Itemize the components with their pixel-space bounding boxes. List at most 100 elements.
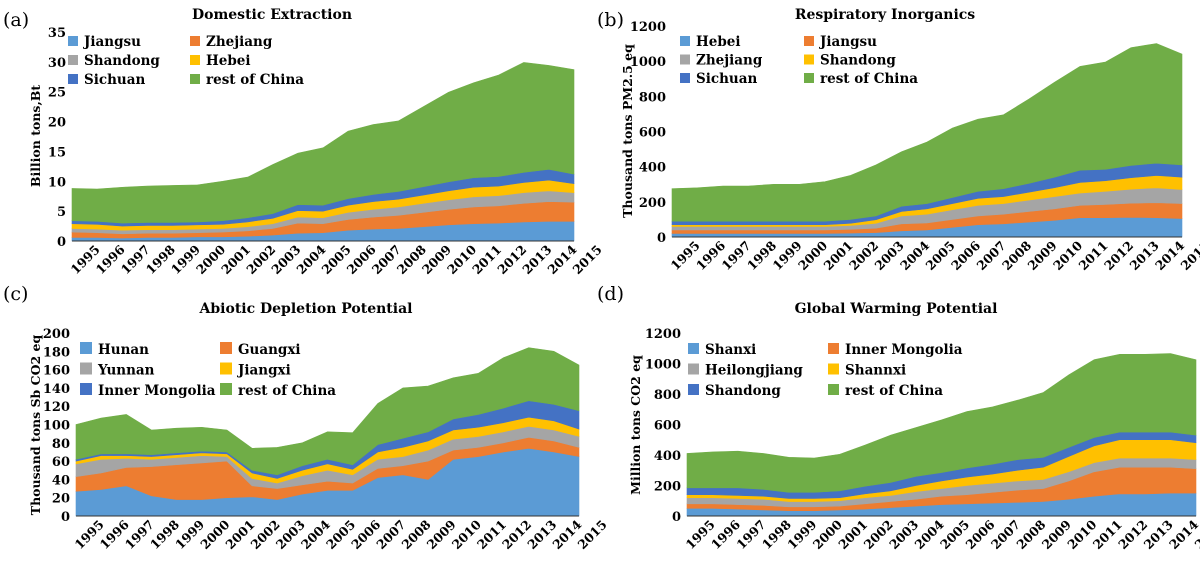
y-tick-label: 200 [639, 196, 666, 211]
y-tick-label: 100 [43, 419, 70, 434]
legend-label: Zhejiang [206, 34, 273, 50]
legend-label: Sichuan [696, 71, 757, 87]
y-tick-label: 1200 [645, 327, 681, 342]
chart-title: Respiratory Inorganics [795, 7, 975, 23]
y-tick-label: 10 [48, 175, 66, 190]
y-axis-label: Million tons CO2 eq [628, 355, 643, 495]
y-tick-label: 200 [43, 327, 70, 342]
area-series-6 [71, 62, 575, 224]
y-axis-label: Thousand tons PM2.5 eq [620, 44, 635, 218]
legend-swatch [190, 55, 200, 65]
area-series-6 [686, 353, 1197, 493]
y-tick-label: 800 [654, 388, 681, 403]
legend-label: Shandong [705, 383, 781, 399]
legend-label: Guangxi [238, 342, 301, 358]
y-tick-label: 120 [43, 400, 70, 415]
y-tick-label: 25 [48, 86, 66, 101]
legend-swatch [828, 343, 839, 354]
y-tick-label: 40 [52, 473, 70, 488]
legend-label: Jiangxi [237, 363, 291, 379]
legend-label: Hebei [206, 53, 251, 69]
chart-title: Global Warming Potential [795, 301, 998, 317]
y-tick-label: 800 [639, 90, 666, 105]
y-tick-label: 80 [52, 437, 70, 452]
x-tick-label: 2014 [1166, 517, 1200, 552]
y-tick-label: 180 [43, 345, 70, 360]
legend-swatch [804, 73, 814, 83]
y-tick-label: 0 [61, 510, 70, 525]
y-tick-label: 60 [52, 455, 70, 470]
legend-label: Jiangsu [819, 34, 877, 50]
y-tick-label: 400 [639, 161, 666, 176]
y-tick-label: 160 [43, 364, 70, 379]
chart-panel-3: (c) Abiotic Depletion Potential Thousand t… [3, 283, 610, 552]
legend-swatch [190, 36, 200, 46]
legend-label: rest of China [238, 383, 336, 399]
panel-label: (c) [3, 283, 28, 305]
legend-label: Shanxi [705, 342, 756, 358]
legend-label: Hebei [696, 34, 741, 50]
panel-label: (d) [597, 283, 624, 305]
y-tick-label: 200 [654, 480, 681, 495]
y-tick-label: 1000 [630, 55, 666, 70]
y-tick-label: 0 [672, 510, 681, 525]
legend-swatch [828, 363, 839, 375]
legend-swatch [688, 363, 699, 375]
legend-swatch [688, 343, 699, 354]
legend-swatch [68, 36, 78, 46]
legend-label: Hunan [98, 342, 149, 358]
y-tick-label: 15 [48, 145, 66, 160]
legend-label: Sichuan [84, 72, 145, 88]
legend-swatch [80, 383, 92, 395]
x-tick-label: 2015 [575, 517, 610, 552]
legend-swatch [68, 74, 78, 84]
legend-swatch [804, 36, 814, 46]
y-tick-label: 1000 [645, 358, 681, 373]
legend-swatch [220, 362, 232, 375]
legend-label: Yunnan [97, 363, 155, 379]
y-tick-label: 600 [639, 126, 666, 141]
y-tick-label: 600 [654, 419, 681, 434]
legend-label: Jiangsu [83, 34, 141, 50]
legend-swatch [80, 362, 92, 375]
legend-swatch [680, 36, 690, 46]
x-tick-label: 2015 [570, 242, 605, 277]
legend-swatch [688, 384, 699, 395]
area-series-6 [75, 347, 580, 476]
legend-swatch [80, 342, 92, 354]
legend-label: rest of China [206, 72, 304, 88]
legend-label: rest of China [845, 383, 943, 399]
chart-panel-4: (d) Global Warming Potential Million tons … [597, 283, 1200, 552]
legend-label: Heilongjiang [705, 363, 803, 379]
panel-label: (b) [597, 9, 624, 31]
y-axis-label: Billion tons,Bt [28, 85, 43, 187]
panel-label: (a) [3, 9, 29, 31]
legend-swatch [804, 54, 814, 65]
y-tick-label: 5 [57, 205, 66, 220]
y-tick-label: 20 [48, 116, 66, 131]
y-tick-label: 1200 [630, 20, 666, 35]
y-tick-label: 20 [52, 492, 70, 507]
legend-swatch [220, 383, 232, 395]
legend-label: Shandong [820, 53, 896, 69]
legend-label: Inner Mongolia [845, 342, 963, 358]
chart-panel-2: (b) Respiratory Inorganics Thousand tons P… [597, 7, 1200, 273]
legend-label: Shandong [84, 53, 160, 69]
y-tick-label: 35 [48, 26, 66, 41]
legend-label: rest of China [820, 71, 918, 87]
y-tick-label: 0 [657, 231, 666, 246]
legend-label: Zhejiang [696, 53, 763, 69]
chart-title: Abiotic Depletion Potential [199, 301, 413, 317]
y-tick-label: 400 [654, 449, 681, 464]
legend-label: Shannxi [845, 363, 906, 379]
legend-swatch [680, 54, 690, 65]
y-tick-label: 30 [48, 56, 66, 71]
chart-panel-1: (a) Domestic Extraction Billion tons,Bt 0 5 1… [3, 7, 605, 277]
area-series-6 [671, 43, 1183, 222]
legend-swatch [190, 74, 200, 84]
legend-swatch [220, 342, 232, 354]
legend-label: Inner Mongolia [98, 383, 216, 399]
y-axis-label: Thousand tons Sb CO2 eq [28, 335, 43, 516]
legend-swatch [680, 73, 690, 83]
